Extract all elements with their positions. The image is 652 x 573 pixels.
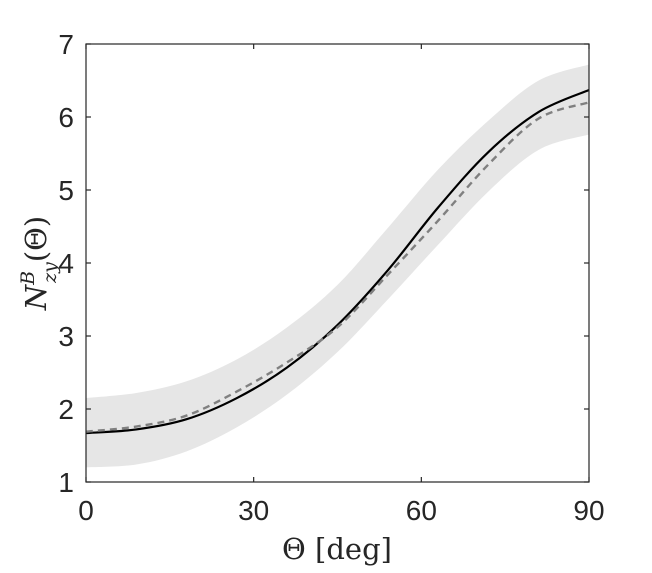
series-line-dashed [85,101,590,433]
y-axis-label: NBzy(Θ) [17,216,61,312]
confidence-band [86,64,589,468]
x-tick-label: 0 [78,495,94,526]
y-axis-label-main: N [19,283,53,311]
series-layer [85,88,590,435]
x-tick-label: 30 [238,495,269,526]
tick-layer: 0 30 60 90 1 2 3 4 5 6 7 [58,29,604,526]
x-axis-label: Θ [deg] [282,532,392,566]
x-tick-label: 90 [573,495,604,526]
plot-area: 0 30 60 90 1 2 3 4 5 6 7 [58,29,604,526]
y-tick-label: 7 [58,29,74,60]
y-axis-label-suffix: (Θ) [19,216,53,262]
y-axis-label-sub: zy [39,262,61,284]
y-tick-label: 6 [58,102,74,133]
y-tick-label: 5 [58,175,74,206]
x-tick-label: 60 [406,495,437,526]
y-axis-label-sup: B [17,271,39,286]
y-tick-label: 3 [58,321,74,352]
svg-text:NBzy(Θ): NBzy(Θ) [17,216,61,312]
y-tick-label: 4 [58,248,74,279]
y-tick-label: 2 [58,394,74,425]
series-line-solid [85,88,590,435]
confidence-band-layer [86,64,589,468]
y-tick-label: 1 [58,467,74,498]
